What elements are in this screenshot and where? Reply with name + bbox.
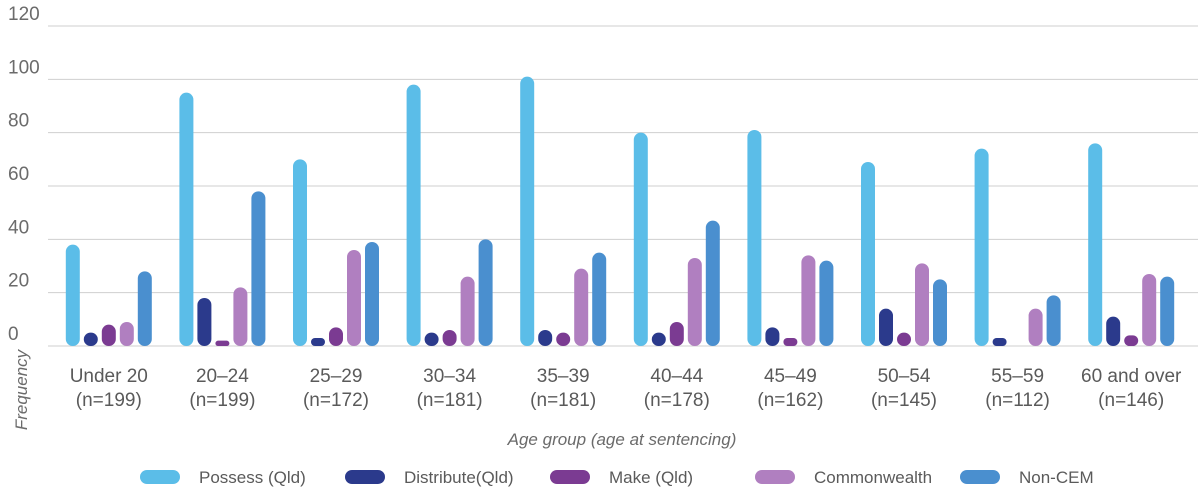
bar-make-qld- bbox=[669, 322, 684, 346]
legend-swatch bbox=[550, 470, 590, 484]
bar-possess-qld- bbox=[1088, 143, 1103, 346]
bar-non-cem bbox=[933, 279, 947, 346]
bar-make-qld- bbox=[329, 327, 343, 346]
bar-distribute-qld- bbox=[1106, 316, 1121, 346]
y-tick-label: 60 bbox=[8, 164, 29, 185]
bar-possess-qld- bbox=[65, 244, 80, 346]
legend-swatch bbox=[345, 470, 385, 484]
bar-commonwealth bbox=[915, 263, 929, 346]
x-category-label: 35–39 (n=181) bbox=[530, 366, 596, 411]
legend-swatch bbox=[960, 470, 1000, 484]
x-category-label: 25–29 (n=172) bbox=[303, 366, 369, 411]
x-category-label: Under 20 (n=199) bbox=[70, 366, 148, 411]
bar-distribute-qld- bbox=[765, 327, 780, 346]
bar-make-qld- bbox=[101, 324, 116, 346]
legend-swatch bbox=[755, 470, 795, 484]
bar-possess-qld- bbox=[179, 92, 194, 347]
bar-non-cem bbox=[251, 191, 266, 346]
x-category-label: 40–44 (n=178) bbox=[644, 366, 710, 411]
bar-distribute-qld- bbox=[83, 332, 98, 346]
y-axis-title: Frequency bbox=[12, 348, 31, 430]
x-category-label: 45–49 (n=162) bbox=[757, 366, 823, 411]
bar-possess-qld- bbox=[633, 132, 648, 346]
x-axis-title: Age group (age at sentencing) bbox=[507, 430, 737, 449]
bar-distribute-qld- bbox=[992, 338, 1007, 346]
legend-label: Non-CEM bbox=[1019, 468, 1094, 487]
bar-non-cem bbox=[365, 242, 379, 346]
bar-non-cem bbox=[592, 252, 607, 346]
bar-possess-qld- bbox=[747, 130, 762, 346]
y-tick-label: 120 bbox=[8, 4, 40, 25]
y-tick-label: 100 bbox=[8, 57, 40, 78]
bar-commonwealth bbox=[460, 276, 475, 346]
x-category-label: 55–59 (n=112) bbox=[985, 366, 1050, 411]
bar-distribute-qld- bbox=[424, 332, 439, 346]
bar-distribute-qld- bbox=[311, 338, 325, 346]
bar-distribute-qld- bbox=[197, 298, 212, 346]
legend-label: Commonwealth bbox=[814, 468, 932, 487]
bar-commonwealth bbox=[801, 255, 816, 346]
bar-non-cem bbox=[137, 271, 152, 346]
legend-label: Possess (Qld) bbox=[199, 468, 306, 487]
x-category-label: 50–54 (n=145) bbox=[871, 366, 937, 411]
bar-commonwealth bbox=[1028, 308, 1043, 346]
bar-non-cem bbox=[705, 220, 720, 346]
bars bbox=[65, 76, 1175, 347]
bar-non-cem bbox=[819, 260, 834, 346]
bar-make-qld- bbox=[442, 330, 457, 346]
bar-possess-qld- bbox=[293, 159, 307, 346]
x-category-label: 60 and over (n=146) bbox=[1081, 366, 1182, 411]
bar-make-qld- bbox=[1124, 335, 1139, 346]
y-tick-label: 40 bbox=[8, 217, 29, 238]
bar-possess-qld- bbox=[520, 76, 535, 347]
bar-commonwealth bbox=[347, 250, 361, 346]
bar-possess-qld- bbox=[861, 162, 875, 346]
bar-make-qld- bbox=[556, 332, 571, 346]
legend-label: Make (Qld) bbox=[609, 468, 693, 487]
y-tick-label: 0 bbox=[8, 324, 19, 345]
legend-swatch bbox=[140, 470, 180, 484]
bar-make-qld- bbox=[215, 340, 230, 346]
bar-commonwealth bbox=[233, 287, 248, 346]
bar-distribute-qld- bbox=[538, 330, 553, 346]
bar-make-qld- bbox=[897, 332, 911, 346]
bar-possess-qld- bbox=[406, 84, 421, 347]
y-tick-label: 20 bbox=[8, 271, 29, 292]
bar-non-cem bbox=[478, 239, 493, 346]
x-axis-categories: Under 20 (n=199) 20–24 (n=199) 25–29 (n=172) 3… bbox=[70, 366, 1182, 411]
x-category-label: 30–34 (n=181) bbox=[417, 366, 483, 411]
legend: Possess (Qld) Distribute(Qld) Make (Qld) Co… bbox=[140, 468, 1094, 487]
bar-make-qld- bbox=[783, 338, 798, 346]
y-tick-label: 80 bbox=[8, 111, 29, 132]
bar-non-cem bbox=[1046, 295, 1061, 346]
x-category-label: 20–24 (n=199) bbox=[189, 366, 255, 411]
gridlines bbox=[48, 25, 1198, 347]
bar-commonwealth bbox=[1142, 274, 1157, 346]
bar-non-cem bbox=[1160, 276, 1175, 346]
bar-commonwealth bbox=[119, 322, 134, 346]
bar-commonwealth bbox=[687, 258, 702, 346]
bar-distribute-qld- bbox=[651, 332, 666, 346]
bar-commonwealth bbox=[574, 268, 589, 346]
y-axis-ticks: 0 20 40 60 80 100 120 bbox=[8, 4, 40, 345]
legend-label: Distribute(Qld) bbox=[404, 468, 514, 487]
bar-possess-qld- bbox=[974, 148, 989, 346]
bar-distribute-qld- bbox=[879, 308, 893, 346]
